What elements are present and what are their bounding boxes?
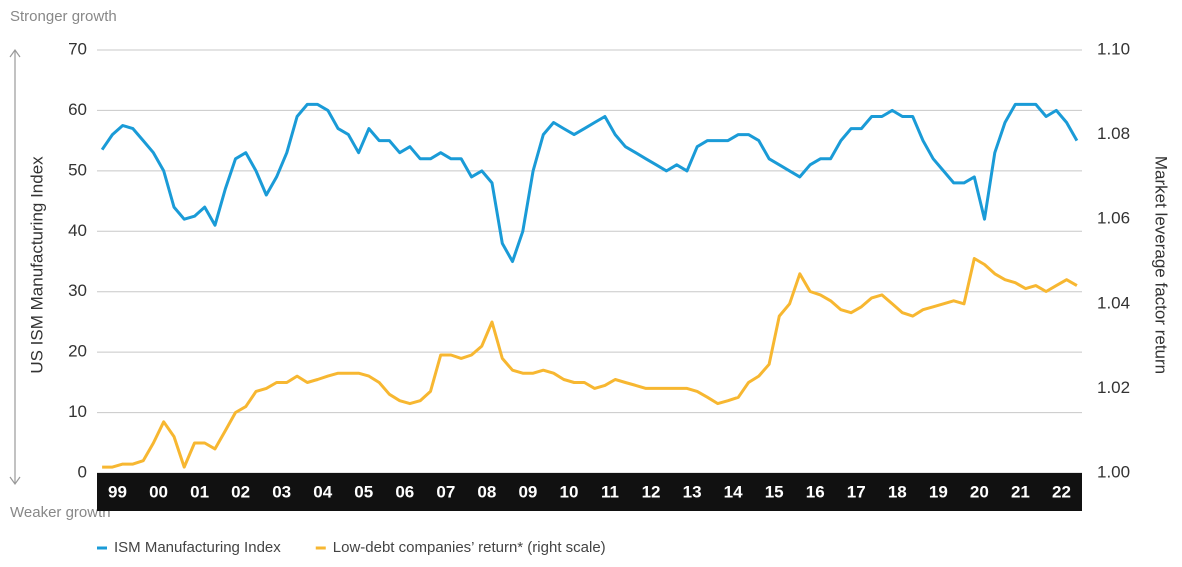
series-line — [102, 257, 1078, 469]
x-tick-label: 04 — [313, 482, 332, 501]
x-tick-label: 19 — [929, 482, 948, 501]
legend-label: Low-debt companies’ return* (right scale… — [333, 539, 606, 556]
x-tick-label: 17 — [847, 482, 866, 501]
y-tick-label: 10 — [68, 402, 87, 421]
y2-axis-label: Market leverage factor return — [1152, 156, 1171, 374]
y-axis-label: US ISM Manufacturing Index — [27, 156, 46, 374]
y2-tick-label: 1.00 — [1097, 462, 1130, 481]
x-tick-label: 07 — [436, 482, 455, 501]
x-tick-label: 05 — [354, 482, 373, 501]
y2-tick-label: 1.08 — [1097, 124, 1130, 143]
y2-tick-label: 1.04 — [1097, 293, 1130, 312]
y-tick-label: 30 — [68, 281, 87, 300]
x-tick-label: 06 — [395, 482, 414, 501]
x-tick-label: 09 — [518, 482, 537, 501]
x-tick-label: 13 — [683, 482, 702, 501]
x-tick-label: 11 — [601, 482, 619, 501]
y-tick-label: 20 — [68, 342, 87, 361]
x-tick-label: 03 — [272, 482, 291, 501]
x-tick-label: 14 — [724, 482, 743, 501]
y2-tick-label: 1.06 — [1097, 209, 1130, 228]
y-tick-label: 70 — [68, 39, 87, 58]
x-tick-label: 22 — [1052, 482, 1071, 501]
series-line — [100, 102, 1079, 263]
legend-label: ISM Manufacturing Index — [114, 539, 281, 556]
x-tick-label: 18 — [888, 482, 907, 501]
x-tick-label: 21 — [1011, 482, 1030, 501]
x-tick-label: 00 — [149, 482, 168, 501]
x-tick-label: 02 — [231, 482, 250, 501]
y-tick-label: 50 — [68, 160, 87, 179]
bottom-note: Weaker growth — [10, 504, 111, 521]
x-tick-label: 20 — [970, 482, 989, 501]
x-tick-label: 10 — [560, 482, 579, 501]
y-tick-label: 40 — [68, 221, 87, 240]
y2-tick-label: 1.10 — [1097, 39, 1130, 58]
y2-tick-label: 1.02 — [1097, 378, 1130, 397]
x-tick-label: 08 — [477, 482, 496, 501]
x-tick-label: 99 — [108, 482, 127, 501]
year-band — [97, 473, 1082, 511]
x-tick-label: 15 — [765, 482, 784, 501]
x-tick-label: 16 — [806, 482, 825, 501]
x-tick-label: 12 — [642, 482, 661, 501]
y-tick-label: 60 — [68, 100, 87, 119]
y-tick-label: 0 — [78, 462, 87, 481]
growth-arrow — [9, 48, 21, 486]
x-tick-label: 01 — [190, 482, 209, 501]
top-note: Stronger growth — [10, 8, 117, 25]
